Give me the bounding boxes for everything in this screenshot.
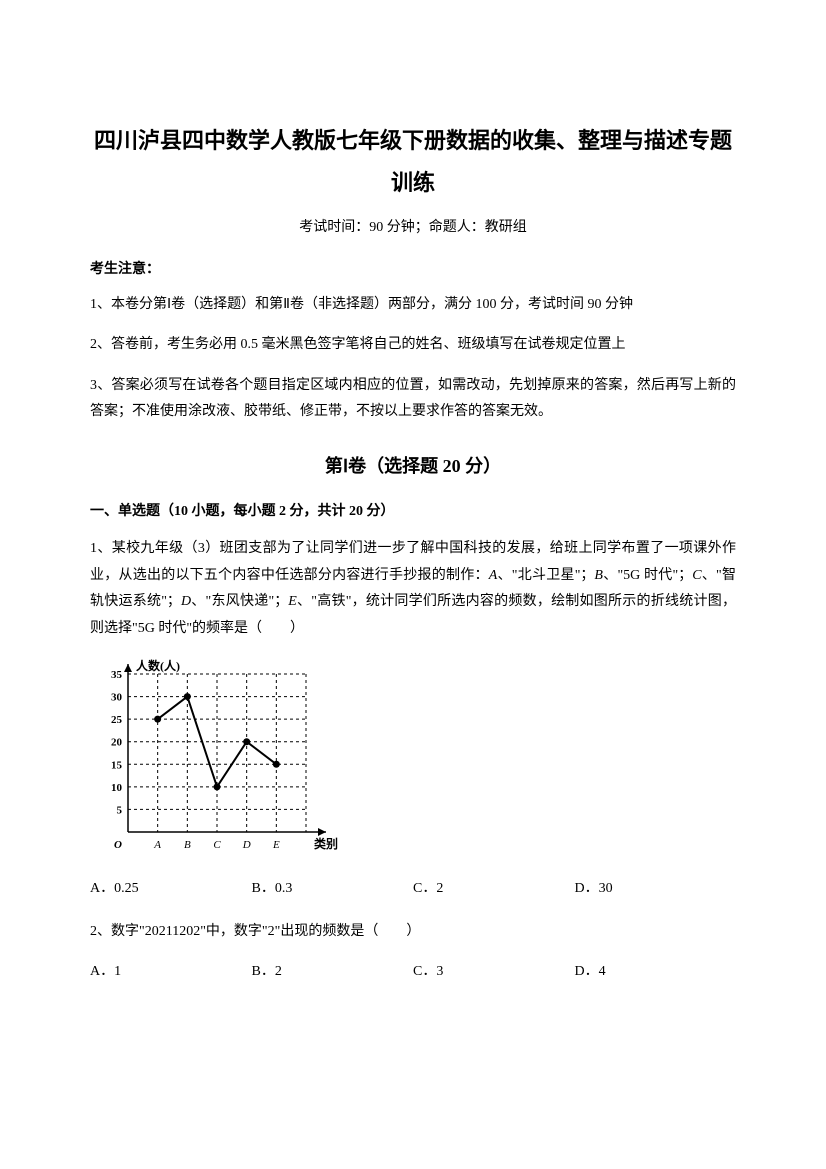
q2-option-c: C．3: [413, 960, 575, 980]
chart-svg: 5 10 15 20 25 30 35 A B C D E O 人数(人) 类别: [90, 656, 350, 856]
q1-text-b: 、"5G 时代"；: [603, 568, 692, 583]
q1-option-d: D．30: [575, 877, 737, 897]
svg-text:5: 5: [117, 805, 123, 817]
sub-heading: 一、单选题（10 小题，每小题 2 分，共计 20 分）: [90, 500, 736, 520]
question-1: 1、某校九年级（3）班团支部为了让同学们进一步了解中国科技的发展，给班上同学布置…: [90, 536, 736, 642]
svg-text:35: 35: [111, 669, 123, 681]
q1-text-a: 、"北斗卫星"；: [497, 568, 594, 583]
exam-info: 考试时间：90 分钟；命题人：教研组: [90, 216, 736, 236]
svg-text:30: 30: [111, 692, 123, 704]
q2-option-a: A．1: [90, 960, 252, 980]
notice-item: 1、本卷分第Ⅰ卷（选择题）和第Ⅱ卷（非选择题）两部分，满分 100 分，考试时间…: [90, 292, 736, 319]
section-heading: 第Ⅰ卷（选择题 20 分）: [90, 452, 736, 478]
q1-option-a: A．0.25: [90, 877, 252, 897]
svg-text:10: 10: [111, 782, 123, 794]
q1-label-a: A: [489, 568, 498, 583]
svg-text:C: C: [213, 839, 221, 851]
q1-text-d: 、"东风快递"；: [191, 594, 288, 609]
notice-item: 3、答案必须写在试卷各个题目指定区域内相应的位置，如需改动，先划掉原来的答案，然…: [90, 373, 736, 426]
svg-text:类别: 类别: [314, 836, 338, 851]
svg-text:15: 15: [111, 760, 123, 772]
svg-text:人数(人): 人数(人): [136, 658, 180, 673]
q2-option-b: B．2: [252, 960, 414, 980]
q1-label-b: B: [594, 568, 603, 583]
q1-label-e: E: [288, 594, 297, 609]
q1-option-b: B．0.3: [252, 877, 414, 897]
q1-options: A．0.25 B．0.3 C．2 D．30: [90, 877, 736, 897]
question-2: 2、数字"20211202"中，数字"2"出现的频数是（ ）: [90, 919, 736, 946]
svg-text:O: O: [114, 839, 122, 851]
svg-text:B: B: [184, 839, 191, 851]
svg-text:20: 20: [111, 737, 123, 749]
page-title: 四川泸县四中数学人教版七年级下册数据的收集、整理与描述专题训练: [90, 120, 736, 204]
notice-heading: 考生注意：: [90, 258, 736, 278]
q2-options: A．1 B．2 C．3 D．4: [90, 960, 736, 980]
q2-option-d: D．4: [575, 960, 737, 980]
q1-label-c: C: [692, 568, 701, 583]
exam-page: 四川泸县四中数学人教版七年级下册数据的收集、整理与描述专题训练 考试时间：90 …: [0, 0, 826, 1169]
svg-text:D: D: [242, 839, 251, 851]
q1-option-c: C．2: [413, 877, 575, 897]
svg-text:A: A: [153, 839, 161, 851]
svg-text:E: E: [272, 839, 280, 851]
svg-text:25: 25: [111, 714, 123, 726]
line-chart: 5 10 15 20 25 30 35 A B C D E O 人数(人) 类别: [90, 656, 736, 861]
q1-label-d: D: [181, 594, 191, 609]
notice-item: 2、答卷前，考生务必用 0.5 毫米黑色签字笔将自己的姓名、班级填写在试卷规定位…: [90, 332, 736, 359]
